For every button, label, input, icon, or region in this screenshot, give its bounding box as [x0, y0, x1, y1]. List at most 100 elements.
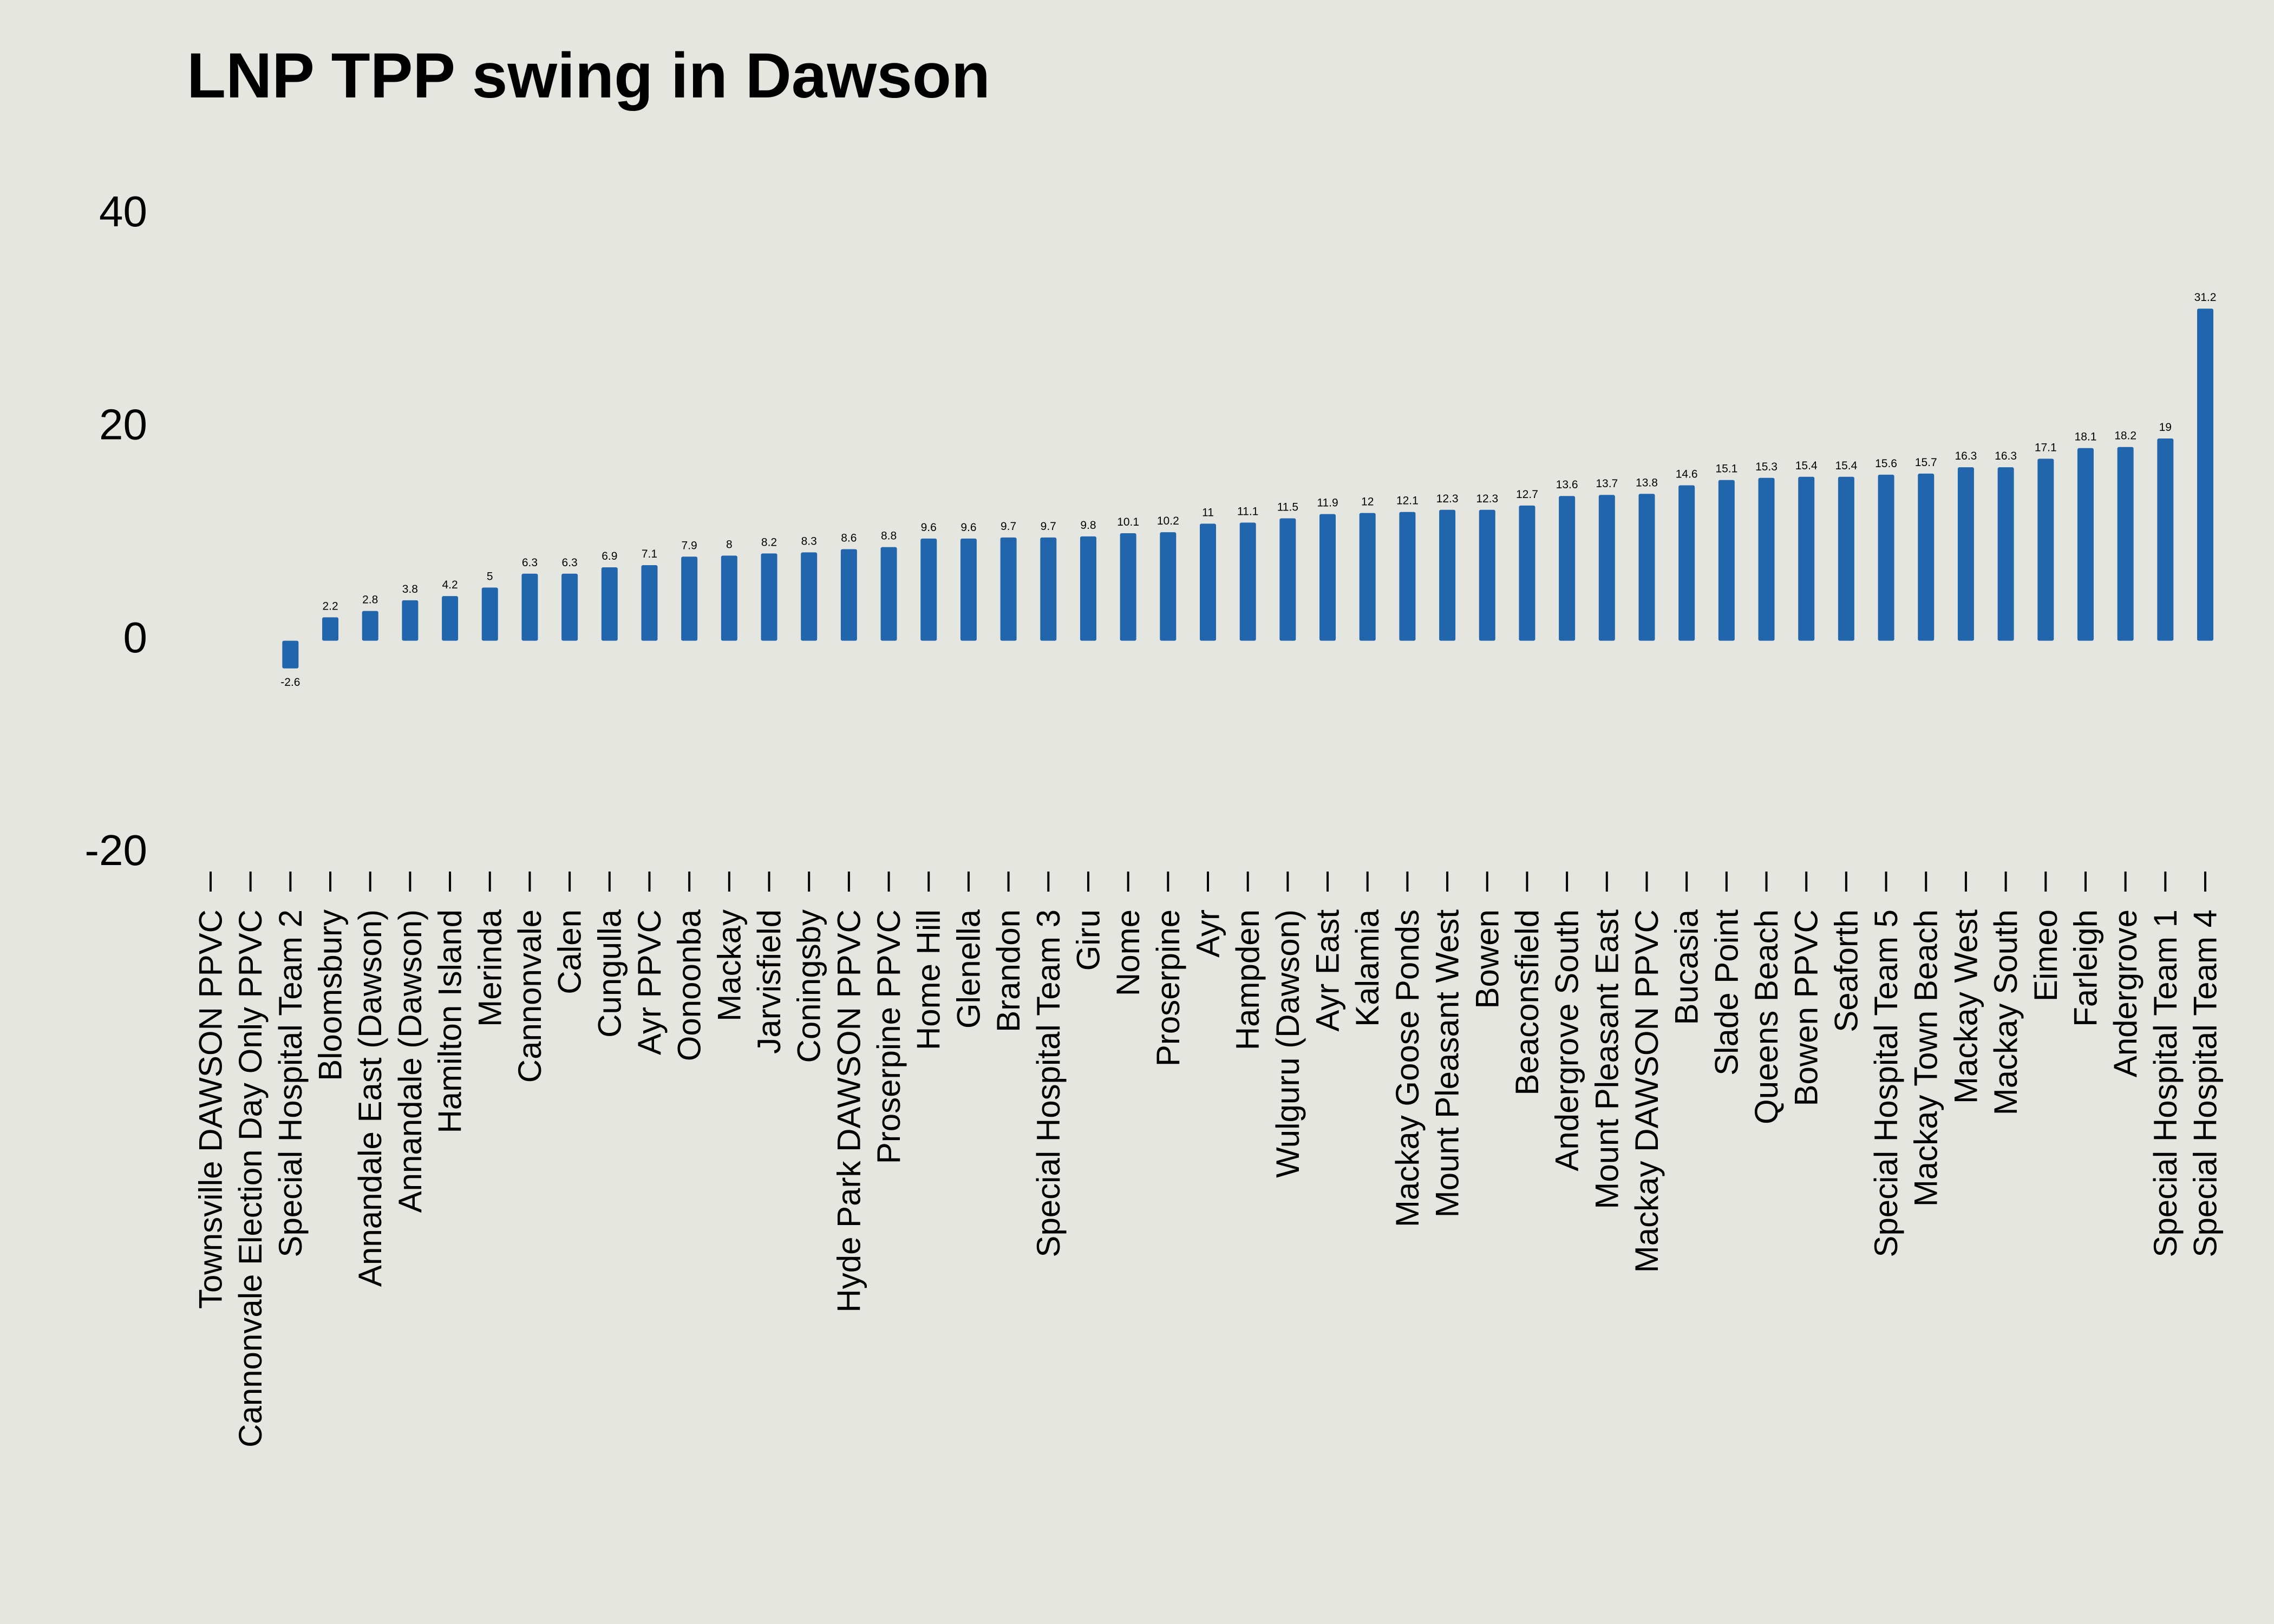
bar: [561, 573, 578, 641]
y-tick-label: -20: [84, 826, 147, 874]
bar: [322, 617, 339, 641]
data-label: 9.7: [1041, 520, 1056, 533]
bar: [1638, 494, 1655, 641]
bar: [761, 553, 777, 641]
x-tick-label: Ayr: [1190, 909, 1226, 958]
x-tick-label: Townsville DAWSON PPVC: [193, 909, 229, 1309]
data-label: 31.2: [2194, 291, 2217, 304]
data-label: 10.1: [1117, 516, 1139, 528]
bar: [2157, 438, 2174, 641]
bar: [1359, 513, 1376, 641]
data-labels: -2.6 2.2 2.8 3.8 4.2 5 6.3 6.3 6.9 7.1 7.9 8 8.2 8.3 8…: [280, 291, 2216, 689]
bar: [880, 547, 897, 641]
data-label: 7.9: [682, 539, 697, 552]
bar: [2197, 309, 2213, 641]
bar: [1838, 476, 1854, 641]
bars: [282, 309, 2213, 669]
bar: [521, 573, 538, 641]
data-label: 15.1: [1715, 463, 1737, 475]
x-axis: Townsville DAWSON PPVC Cannonvale Electio…: [193, 872, 2224, 1448]
bar: [1439, 509, 1456, 641]
x-tick-label: Special Hospital Team 5: [1868, 909, 1904, 1258]
bar: [1319, 514, 1336, 641]
bar: [1519, 505, 1535, 641]
data-label: 12: [1361, 496, 1374, 508]
x-tick-label: Hyde Park DAWSON PPVC: [831, 909, 867, 1313]
bar: [1957, 467, 1974, 641]
bar: [1918, 473, 1935, 641]
x-tick-label: Mackay: [711, 909, 747, 1021]
x-tick-label: Oonoonba: [671, 909, 708, 1061]
x-tick-label: Cannonvale: [512, 909, 548, 1083]
data-label: 12.3: [1476, 493, 1498, 505]
bar: [641, 565, 658, 641]
x-tick-label: Andergrove: [2107, 909, 2144, 1077]
data-label: 8: [726, 538, 733, 551]
data-label: 14.6: [1676, 468, 1698, 481]
bar: [1598, 495, 1615, 641]
data-label: 13.8: [1636, 476, 1658, 489]
x-tick-label: Brandon: [990, 909, 1027, 1032]
bar: [1758, 477, 1775, 641]
data-label: 12.3: [1436, 493, 1459, 505]
bar: [681, 556, 698, 641]
bar: [1997, 467, 2014, 641]
bar: [2037, 459, 2054, 641]
x-tick-label: Hamilton Island: [432, 909, 468, 1134]
bar: [442, 596, 459, 641]
data-label: 6.3: [562, 556, 578, 569]
x-tick-label: Special Hospital Team 2: [272, 909, 309, 1258]
data-label: 18.2: [2114, 430, 2136, 442]
bar: [1559, 496, 1576, 641]
bar: [1120, 533, 1136, 641]
bar: [1040, 537, 1057, 641]
x-tick-label: Ayr East: [1310, 909, 1346, 1032]
data-label: 4.2: [442, 579, 458, 591]
bar: [1718, 480, 1735, 641]
x-tick-label: Seaforth: [1828, 909, 1864, 1032]
x-tick-label: Mount Pleasant West: [1429, 909, 1466, 1218]
x-tick-label: Beaconsfield: [1509, 909, 1545, 1096]
bar: [1239, 522, 1256, 641]
x-tick-label: Mackay Town Beach: [1908, 909, 1944, 1207]
bar: [721, 555, 737, 641]
data-label: 7.1: [642, 548, 657, 560]
x-tick-label: Cungulla: [591, 909, 628, 1037]
data-label: 9.6: [921, 521, 937, 534]
bar: [282, 640, 299, 669]
bar: [362, 611, 378, 641]
x-tick-label: Slade Point: [1708, 909, 1744, 1076]
x-tick-label: Mount Pleasant East: [1589, 909, 1625, 1209]
data-label: 8.6: [841, 532, 857, 545]
data-label: 8.3: [801, 535, 817, 547]
data-label: 8.8: [881, 530, 897, 542]
x-tick-label: Mackay DAWSON PPVC: [1629, 909, 1665, 1273]
data-label: 15.6: [1875, 457, 1897, 470]
bar: [1479, 509, 1495, 641]
x-tick-label: Kalamia: [1349, 909, 1386, 1026]
x-tick-label: Cannonvale Election Day Only PPVC: [232, 909, 269, 1448]
bar: [2077, 448, 2094, 641]
data-label: 18.1: [2075, 431, 2097, 443]
x-tick-label: Home Hill: [911, 909, 947, 1050]
x-tick-label: Giru: [1070, 909, 1106, 971]
bar: [1279, 518, 1296, 641]
x-tick-label: Eimeo: [2028, 909, 2064, 1001]
bar: [1399, 512, 1416, 641]
data-label: -2.6: [280, 676, 300, 689]
bar: [402, 600, 419, 641]
x-tick-label: Bowen PPVC: [1788, 909, 1825, 1106]
y-tick-label: 40: [99, 187, 147, 235]
x-tick-label: Hampden: [1230, 909, 1266, 1050]
x-tick-label: Queens Beach: [1748, 909, 1785, 1124]
x-tick-label: Mackay West: [1948, 909, 1984, 1104]
data-label: 11.1: [1237, 505, 1258, 518]
x-tick-label: Wulguru (Dawson): [1270, 909, 1306, 1178]
x-tick-label: Bucasia: [1669, 909, 1705, 1025]
bar: [1160, 532, 1177, 641]
bar: [801, 552, 818, 641]
data-label: 2.2: [322, 600, 338, 612]
x-tick-label: Coningsby: [791, 909, 827, 1063]
data-label: 6.9: [602, 550, 617, 562]
